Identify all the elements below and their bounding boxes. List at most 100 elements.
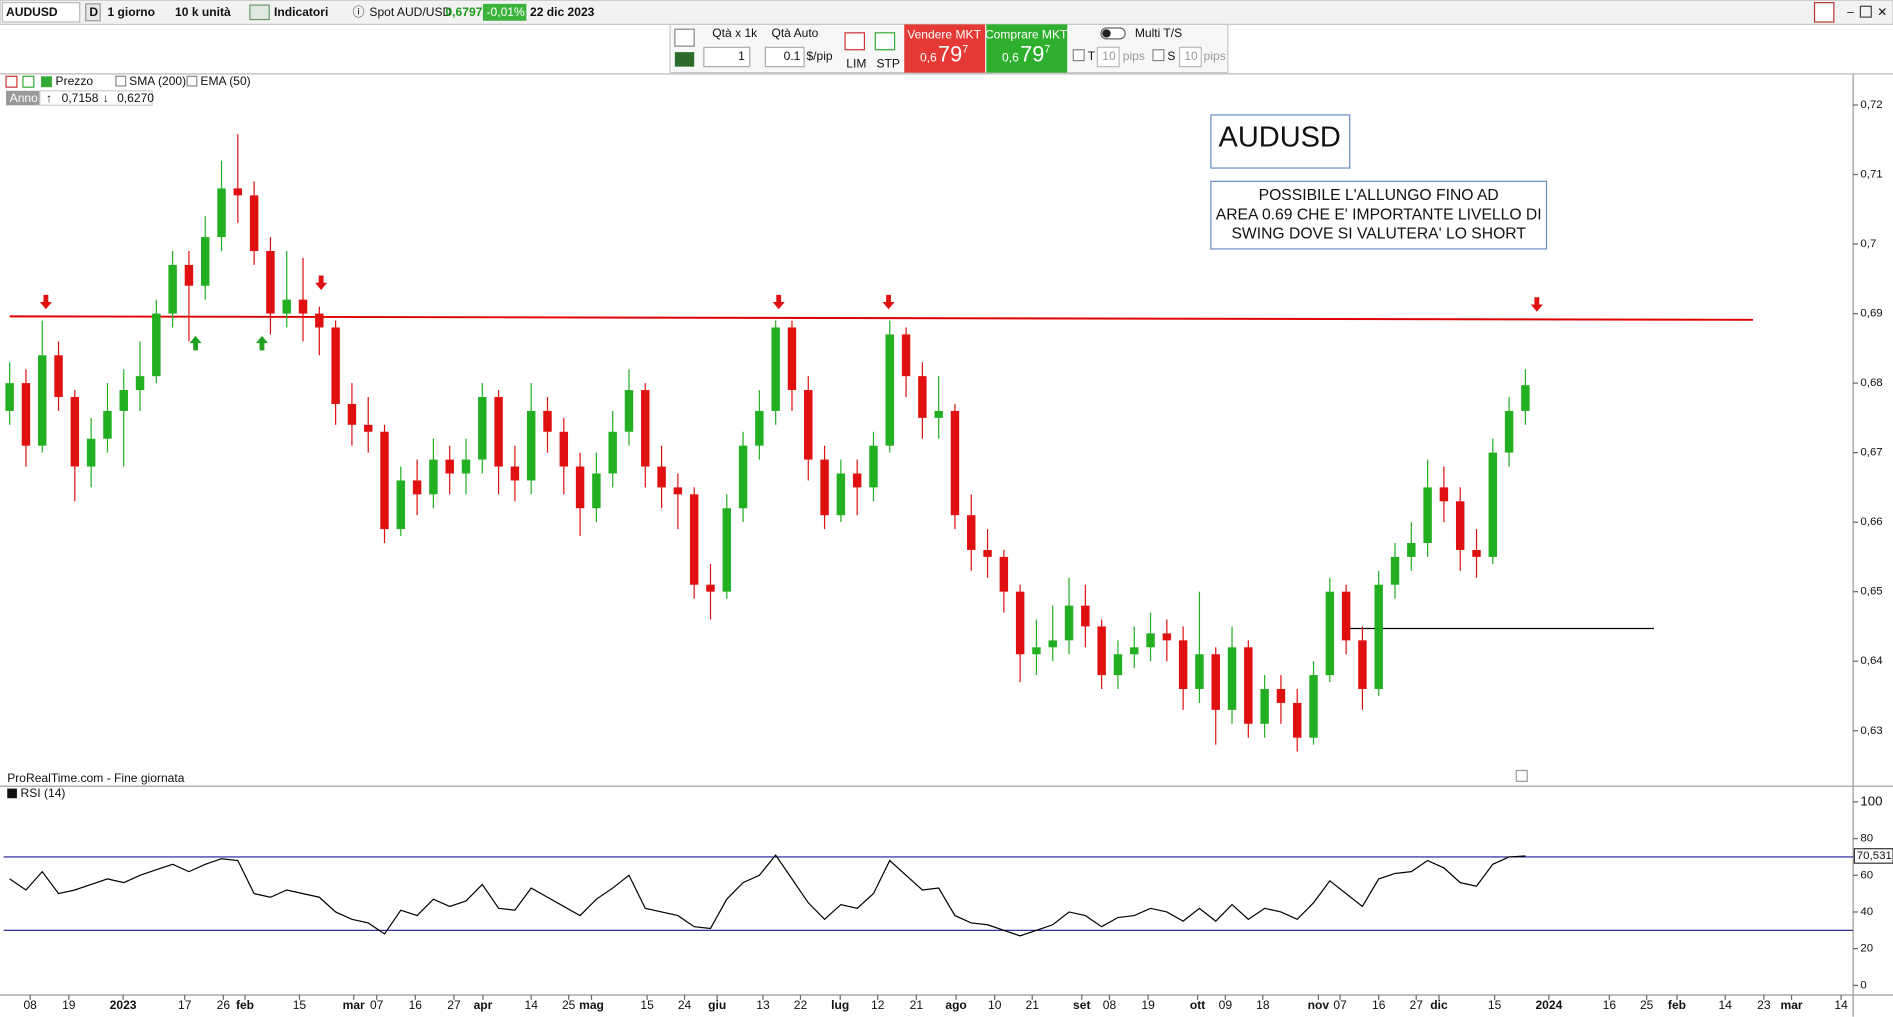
pip-value[interactable]: 0.1 bbox=[784, 49, 801, 63]
candle-body bbox=[86, 438, 96, 467]
buy-small[interactable]: 7 bbox=[1044, 44, 1050, 56]
d-box[interactable] bbox=[85, 3, 101, 22]
candle-body bbox=[461, 459, 471, 474]
lim-icon[interactable] bbox=[844, 32, 866, 51]
candle-body bbox=[1097, 626, 1106, 676]
signal-arrow-up bbox=[189, 335, 202, 351]
candle-body bbox=[266, 250, 275, 314]
multi: Multi T/S bbox=[1135, 26, 1182, 40]
s-input[interactable] bbox=[1178, 46, 1202, 68]
s-check[interactable] bbox=[1152, 49, 1165, 62]
candle-body bbox=[1015, 591, 1025, 655]
sell-button[interactable] bbox=[904, 24, 986, 73]
buy-button[interactable] bbox=[986, 24, 1068, 73]
indicators[interactable]: Indicatori bbox=[274, 5, 328, 19]
info-icon[interactable]: ⓘ bbox=[353, 5, 365, 19]
y-tick-label: 80 bbox=[1860, 833, 1873, 845]
pip-input[interactable] bbox=[764, 46, 805, 68]
buy-big[interactable]: 0,6 bbox=[1002, 50, 1019, 64]
ema-check[interactable] bbox=[186, 75, 198, 87]
qty-input[interactable] bbox=[703, 46, 751, 68]
current-value-bg bbox=[1853, 848, 1893, 864]
x-tick-label: dic bbox=[1430, 998, 1448, 1012]
candle-body bbox=[445, 459, 454, 474]
stp[interactable]: STP bbox=[876, 56, 899, 70]
x-tick-label: 18 bbox=[1256, 998, 1270, 1012]
sma-check[interactable] bbox=[115, 75, 127, 87]
t-check[interactable] bbox=[1072, 49, 1085, 62]
s-pips[interactable]: 10 bbox=[1184, 49, 1198, 63]
sell-label[interactable]: Vendere MKT bbox=[907, 27, 981, 41]
stp-icon[interactable] bbox=[874, 32, 896, 51]
window-close[interactable]: ✕ bbox=[1877, 5, 1887, 19]
x-tick-label: 15 bbox=[640, 998, 654, 1012]
candle-body bbox=[1358, 640, 1367, 690]
candle-body bbox=[526, 410, 536, 481]
x-tick-label: 15 bbox=[293, 998, 307, 1012]
title-box bbox=[1210, 114, 1351, 169]
period[interactable]: 1 giorno bbox=[107, 5, 155, 19]
window-min[interactable]: – bbox=[1847, 4, 1854, 18]
toolbar-bg bbox=[0, 0, 1893, 25]
symbol[interactable]: AUDUSD bbox=[6, 5, 58, 19]
d-button[interactable]: D bbox=[89, 5, 98, 19]
price-swatch bbox=[41, 76, 52, 88]
candle-body bbox=[689, 494, 699, 585]
sync-icon[interactable] bbox=[1813, 2, 1835, 23]
buy-main[interactable]: 79 bbox=[1020, 42, 1044, 67]
symbol-box[interactable] bbox=[1, 2, 81, 23]
indicators-icon[interactable] bbox=[249, 4, 270, 21]
sell-big[interactable]: 0,6 bbox=[920, 50, 937, 64]
y-tick-label: 60 bbox=[1860, 869, 1873, 881]
y-tick-label: 0,68 bbox=[1860, 377, 1882, 389]
legend-ema[interactable]: EMA (50) bbox=[200, 74, 250, 88]
lim[interactable]: LIM bbox=[846, 56, 866, 70]
y-tick-label: 0,72 bbox=[1860, 99, 1882, 111]
legend-icon[interactable] bbox=[5, 75, 18, 88]
info-button[interactable] bbox=[1515, 769, 1528, 782]
candle-body bbox=[1048, 640, 1057, 648]
x-tick-label: nov bbox=[1308, 998, 1330, 1012]
spot-label: Spot AUD/USD bbox=[369, 5, 451, 19]
legend-price[interactable]: Prezzo bbox=[56, 74, 94, 88]
candle-body bbox=[1521, 385, 1530, 411]
sell-main[interactable]: 79 bbox=[938, 42, 962, 67]
keyboard-icon[interactable] bbox=[674, 52, 695, 67]
candle-body bbox=[1407, 543, 1416, 557]
qty[interactable]: 1 bbox=[738, 49, 745, 63]
candle-body bbox=[1081, 605, 1090, 627]
candle-body bbox=[771, 327, 780, 411]
candle-body bbox=[820, 459, 829, 516]
candle-body bbox=[755, 410, 764, 446]
t-label: T bbox=[1088, 49, 1096, 63]
s-label: S bbox=[1167, 49, 1175, 63]
candle-body bbox=[999, 556, 1009, 592]
candle-body bbox=[869, 445, 878, 488]
tool-icon[interactable] bbox=[674, 28, 695, 47]
candle-body bbox=[804, 390, 813, 460]
candle-body bbox=[298, 299, 308, 314]
legend-sma[interactable]: SMA (200) bbox=[129, 74, 186, 88]
x-tick-label: 2023 bbox=[110, 998, 137, 1012]
candle-body bbox=[1455, 501, 1465, 550]
buy-label[interactable]: Comprare MKT bbox=[985, 27, 1068, 41]
candle-body bbox=[1178, 640, 1188, 690]
x-tick-label: 07 bbox=[1333, 998, 1347, 1012]
qty-auto[interactable]: Qtà Auto bbox=[771, 26, 818, 40]
candle-body bbox=[380, 431, 389, 530]
candle-body bbox=[1276, 689, 1286, 703]
candle-body bbox=[510, 466, 520, 481]
x-tick-label: 22 bbox=[794, 998, 808, 1012]
t-pips[interactable]: 10 bbox=[1102, 49, 1116, 63]
candle-body bbox=[135, 376, 145, 391]
window-max[interactable] bbox=[1859, 5, 1872, 18]
candle-body bbox=[543, 410, 552, 432]
sell-small[interactable]: 7 bbox=[962, 44, 968, 56]
x-tick-label: 25 bbox=[1640, 998, 1654, 1012]
current-value: 70,531 bbox=[1857, 850, 1892, 862]
units[interactable]: 10 k unità bbox=[175, 5, 231, 19]
legend-icon[interactable] bbox=[22, 75, 35, 88]
t-input[interactable] bbox=[1096, 46, 1120, 68]
x-tick-label: ott bbox=[1190, 998, 1205, 1012]
x-tick-label: feb bbox=[236, 998, 254, 1012]
